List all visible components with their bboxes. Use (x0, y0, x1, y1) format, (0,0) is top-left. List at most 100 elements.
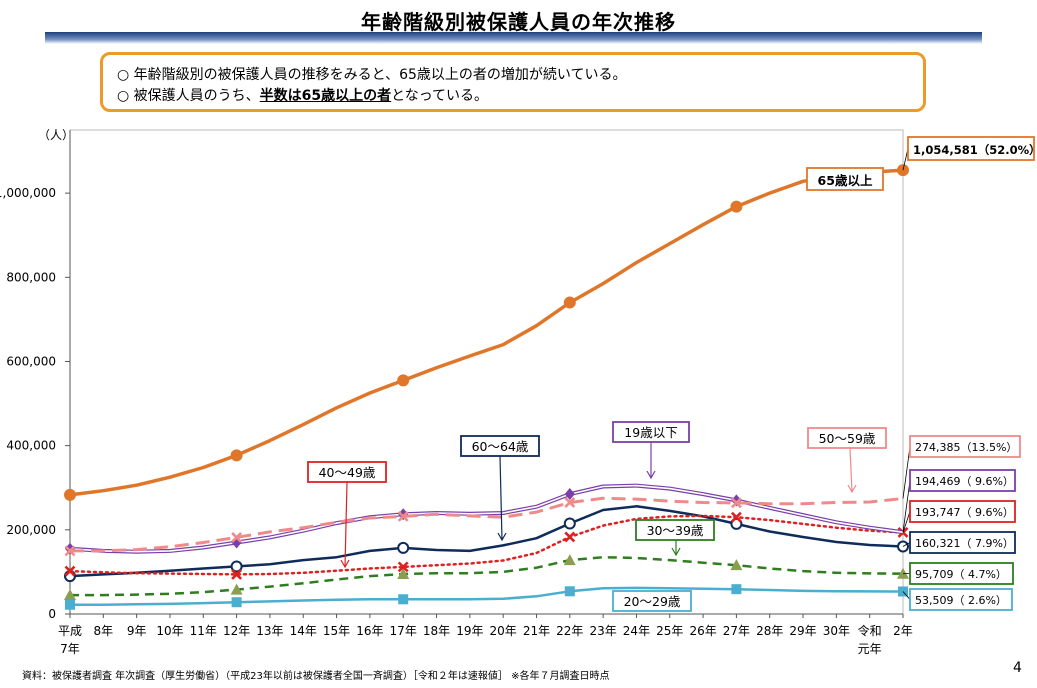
end-value-label-50～59歳: 274,385（13.5%） (915, 441, 1017, 454)
x-tick-label: 20年 (490, 624, 517, 638)
series-line-19歳以下 (69, 483, 904, 554)
x-tick-label: 14年 (290, 624, 317, 638)
data-point-60～64歳 (563, 517, 576, 530)
end-label-connector (902, 542, 911, 547)
series-line-30～39歳 (70, 555, 904, 597)
data-point-65歳以上 (64, 488, 76, 501)
callout-arrowhead-19歳以下 (646, 470, 656, 480)
callout-pointer-60～64歳 (499, 455, 503, 541)
x-tick-label: 15年 (323, 624, 350, 638)
x-tick-label: 10年 (156, 624, 183, 638)
data-point-40～49歳 (64, 565, 76, 577)
end-label-box-20～29歳 (909, 588, 1013, 611)
summary-bullet-1: ○ 年齢階級別の被保護人員の推移をみると、65歳以上の者の増加が続いている。 (117, 67, 627, 83)
summary-bullet-2: ○ 被保護人員のうち、半数は65歳以上の者となっている。 (117, 86, 923, 107)
callout-arrowhead-60～64歳 (497, 532, 507, 542)
x-tick-label: 21年 (523, 624, 550, 638)
callout-arrowhead-40～49歳 (340, 559, 350, 569)
end-label-box-40～49歳 (909, 500, 1016, 523)
x-tick-label: 24年 (623, 624, 650, 638)
x-tick-label: 12年 (223, 624, 250, 638)
end-value-label-40～49歳: 193,747（ 9.6%） (915, 506, 1014, 519)
data-point-40～49歳 (564, 531, 576, 543)
x-tick-label: 7年 (60, 642, 80, 656)
y-tick-label: 200,000 (6, 523, 56, 537)
data-point-20～29歳 (65, 599, 75, 610)
callout-arrowhead-30～39歳 (671, 547, 681, 557)
series-callout-box-60～64歳 (460, 435, 540, 457)
data-point-40～49歳 (897, 527, 909, 538)
x-tick-label: 30年 (823, 624, 850, 638)
data-point-20～29歳 (398, 594, 409, 605)
series-callout-30～39歳: 30～39歳 (647, 523, 704, 538)
data-point-50～59歳 (64, 545, 76, 557)
x-tick-label: 13年 (256, 624, 283, 638)
series-line-50～59歳 (70, 496, 904, 553)
y-tick-label: 1,000,000 (0, 186, 56, 200)
page-number: 4 (1013, 660, 1022, 676)
data-point-20～29歳 (731, 584, 742, 595)
data-point-60～64歳 (230, 560, 243, 573)
series-callout-20～29歳: 20～29歳 (624, 594, 681, 609)
end-label-connector (902, 511, 911, 533)
x-tick-label: 27年 (723, 624, 750, 638)
series-callout-box-30～39歳 (635, 519, 715, 541)
end-value-label-65歳以上: 1,054,581（52.0%） (913, 143, 1037, 157)
data-point-65歳以上 (230, 449, 243, 462)
x-tick-label: 8年 (93, 624, 113, 638)
callout-arrowhead-50～59歳 (847, 484, 857, 494)
y-tick-label: 800,000 (6, 270, 56, 284)
y-tick-label: 600,000 (6, 354, 56, 368)
end-label-connector (902, 591, 911, 600)
series-line-inner-19歳以下 (69, 484, 904, 553)
summary-bullet-2-emphasis: 半数は65歳以上の者 (259, 88, 392, 104)
series-callout-19歳以下: 19歳以下 (624, 425, 677, 440)
callout-pointer-50～59歳 (849, 447, 853, 493)
x-tick-label: 令和 (858, 623, 882, 638)
x-tick-label: 17年 (390, 624, 417, 638)
data-point-30～39歳 (397, 568, 410, 580)
x-tick-label: 2年 (893, 624, 913, 638)
series-callout-40～49歳: 40～49歳 (319, 465, 376, 480)
end-value-label-19歳以下: 194,469（ 9.6%） (915, 475, 1014, 488)
series-callout-50～59歳: 50～59歳 (819, 431, 876, 446)
x-tick-label: 29年 (789, 624, 816, 638)
end-value-label-60～64歳: 160,321（ 7.9%） (915, 537, 1014, 550)
x-tick-label: 23年 (589, 624, 616, 638)
y-tick-label: 0 (48, 607, 56, 621)
x-tick-label: 19年 (456, 624, 483, 638)
x-tick-label: 26年 (689, 624, 716, 638)
series-callout-box-19歳以下 (612, 421, 690, 443)
page-title: 年齢階級別被保護人員の年次推移 (361, 10, 676, 34)
data-point-50～59歳 (730, 497, 742, 509)
end-label-box-50～59歳 (909, 435, 1021, 458)
data-point-19歳以下 (564, 488, 575, 501)
data-point-20～29歳 (564, 586, 575, 597)
title-underline-bar (45, 32, 982, 44)
data-point-50～59歳 (564, 497, 576, 508)
series-callout-box-20～29歳 (612, 590, 692, 612)
y-tick-label: 400,000 (6, 439, 56, 453)
summary-bullet-2-suffix: となっている。 (391, 88, 489, 104)
x-tick-label: 16年 (356, 624, 383, 638)
data-point-65歳以上 (397, 374, 410, 387)
x-tick-label: 25年 (656, 624, 683, 638)
series-callout-box-50～59歳 (807, 427, 887, 449)
end-label-box-60～64歳 (909, 531, 1016, 554)
data-point-50～59歳 (231, 531, 243, 543)
data-point-40～49歳 (397, 561, 409, 573)
series-line-65歳以上 (69, 168, 904, 497)
data-point-40～49歳 (730, 511, 742, 523)
y-axis-title: （人） (38, 128, 74, 142)
end-label-connector (902, 480, 911, 533)
series-callout-60～64歳: 60～64歳 (472, 439, 529, 454)
series-line-40～49歳 (68, 514, 905, 576)
x-tick-label: 9年 (127, 624, 147, 638)
end-value-label-30～39歳: 95,709（ 4.7%） (915, 568, 1007, 581)
data-point-60～64歳 (397, 541, 410, 554)
data-point-30～39歳 (897, 567, 909, 579)
x-tick-label: 18年 (423, 624, 450, 638)
x-tick-label: 元年 (858, 642, 882, 656)
series-callout-65歳以上: 65歳以上 (818, 173, 873, 188)
